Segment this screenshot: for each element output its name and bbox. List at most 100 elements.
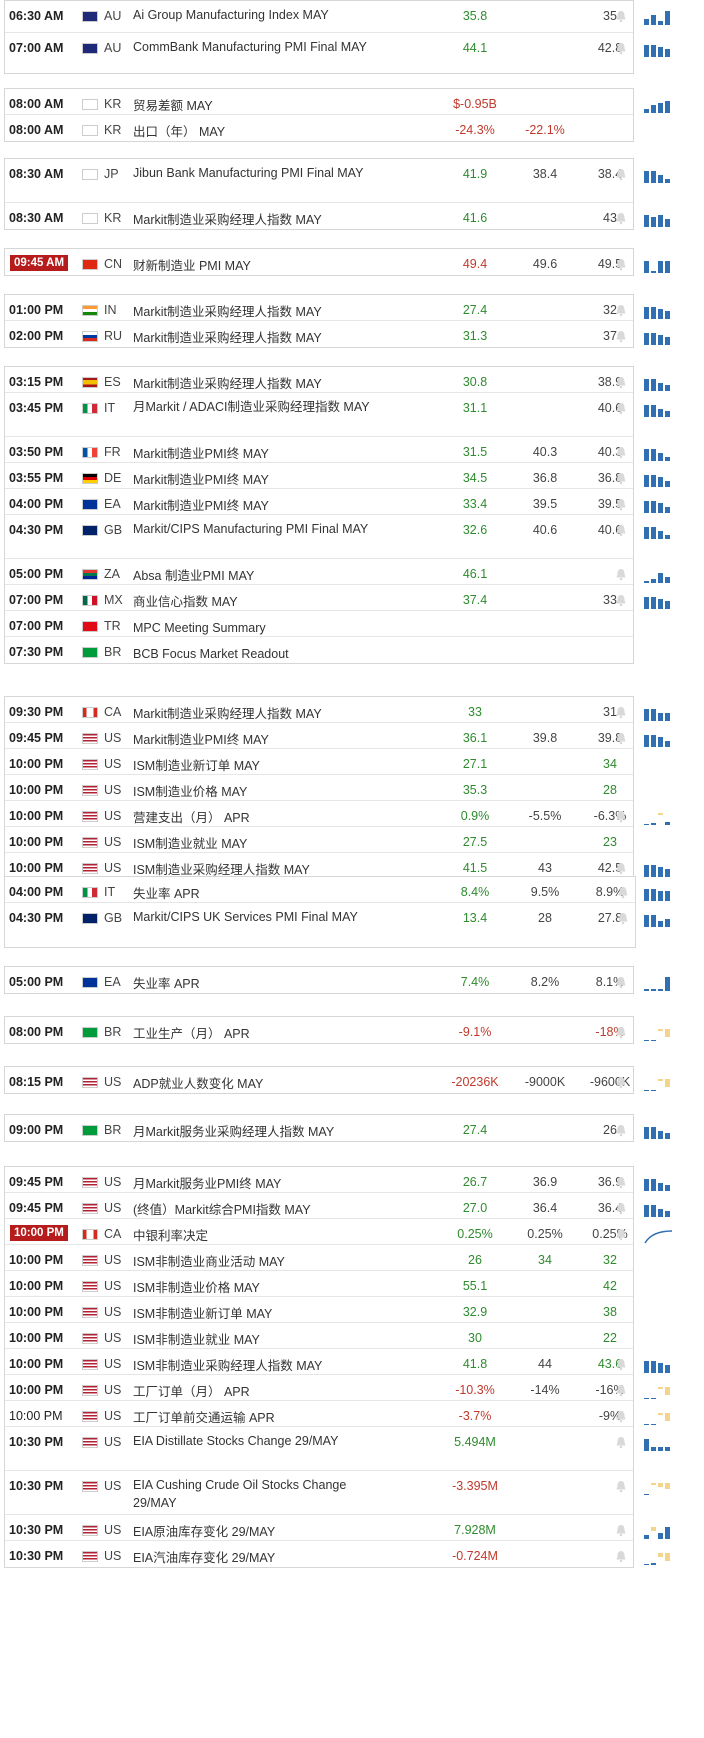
- bell-icon[interactable]: [615, 1384, 627, 1397]
- event-name[interactable]: EIA Cushing Crude Oil Stocks Change 29/M…: [133, 1478, 347, 1510]
- event-row[interactable]: 09:45 PM US (终值）Markit综合PMI指数 MAY 27.0 36.4 3…: [5, 1193, 670, 1219]
- bell-icon[interactable]: [617, 886, 629, 899]
- bell-icon[interactable]: [615, 1176, 627, 1189]
- event-name[interactable]: Ai Group Manufacturing Index MAY: [133, 8, 329, 22]
- history-chart-icon[interactable]: [642, 1307, 674, 1323]
- event-row[interactable]: 10:00 PM US ISM非制造业新订单 MAY 32.9 38: [5, 1297, 633, 1323]
- event-name[interactable]: Jibun Bank Manufacturing PMI Final MAY: [133, 166, 364, 180]
- bell-icon[interactable]: [615, 1480, 627, 1493]
- bell-icon[interactable]: [615, 1524, 627, 1537]
- history-chart-icon[interactable]: [642, 1551, 674, 1567]
- bell-icon[interactable]: [615, 304, 627, 317]
- history-chart-icon[interactable]: [642, 913, 674, 929]
- event-name[interactable]: Markit制造业采购经理人指数 MAY: [133, 331, 322, 345]
- bell-icon[interactable]: [615, 810, 627, 823]
- bell-icon[interactable]: [615, 1202, 627, 1215]
- event-row[interactable]: 10:30 PM US EIA原油库存变化 29/MAY 7.928M: [5, 1515, 670, 1541]
- history-chart-icon[interactable]: [642, 733, 674, 749]
- bell-icon[interactable]: [615, 446, 627, 459]
- event-name[interactable]: 出口（年） MAY: [133, 125, 226, 139]
- event-name[interactable]: Markit/CIPS Manufacturing PMI Final MAY: [133, 522, 369, 536]
- event-row[interactable]: 09:45 PM US Markit制造业PMI终 MAY 36.1 39.8 39.8: [5, 723, 670, 749]
- history-chart-icon[interactable]: [642, 647, 674, 663]
- event-name[interactable]: EIA Distillate Stocks Change 29/MAY: [133, 1434, 339, 1448]
- history-chart-icon[interactable]: [642, 837, 674, 853]
- event-row[interactable]: 03:45 PM IT 月Markit / ADACI制造业采购经理指数 MAY 31…: [5, 393, 670, 437]
- bell-icon[interactable]: [615, 1436, 627, 1449]
- history-chart-icon[interactable]: [642, 377, 674, 393]
- history-chart-icon[interactable]: [642, 1255, 674, 1271]
- history-chart-icon[interactable]: [642, 525, 674, 541]
- event-row[interactable]: 06:30 AM AU Ai Group Manufacturing Index M…: [5, 1, 670, 33]
- history-chart-icon[interactable]: [642, 1359, 674, 1375]
- event-row[interactable]: 01:00 PM IN Markit制造业采购经理人指数 MAY 27.4 32: [5, 295, 670, 321]
- bell-icon[interactable]: [615, 524, 627, 537]
- event-row[interactable]: 04:00 PM EA Markit制造业PMI终 MAY 33.4 39.5 39.5: [5, 489, 670, 515]
- event-row[interactable]: 08:30 AM JP Jibun Bank Manufacturing PMI F…: [5, 159, 670, 203]
- event-name[interactable]: Markit制造业采购经理人指数 MAY: [133, 305, 322, 319]
- history-chart-icon[interactable]: [642, 305, 674, 321]
- event-row[interactable]: 05:00 PM EA 失业率 APR 7.4% 8.2% 8.1%: [5, 967, 670, 993]
- event-row[interactable]: 10:00 PM US 工厂订单前交通运输 APR -3.7% -9%: [5, 1401, 670, 1427]
- history-chart-icon[interactable]: [642, 1077, 674, 1093]
- history-chart-icon[interactable]: [642, 331, 674, 347]
- event-name[interactable]: 失业率 APR: [133, 977, 200, 991]
- history-chart-icon[interactable]: [642, 569, 674, 585]
- event-name[interactable]: 工厂订单前交通运输 APR: [133, 1411, 275, 1425]
- event-row[interactable]: 09:45 PM US 月Markit服务业PMI终 MAY 26.7 36.9 36.9: [5, 1167, 670, 1193]
- event-row[interactable]: 08:30 AM KR Markit制造业采购经理人指数 MAY 41.6 43: [5, 203, 670, 229]
- bell-icon[interactable]: [615, 212, 627, 225]
- bell-icon[interactable]: [615, 568, 627, 581]
- history-chart-icon[interactable]: [642, 785, 674, 801]
- bell-icon[interactable]: [615, 594, 627, 607]
- event-row[interactable]: 05:00 PM ZA Absa 制造业PMI MAY 46.1: [5, 559, 670, 585]
- event-name[interactable]: EIA原油库存变化 29/MAY: [133, 1525, 276, 1539]
- event-row[interactable]: 10:00 PM US ISM制造业采购经理人指数 MAY 41.5 43 42.5: [5, 853, 670, 879]
- history-chart-icon[interactable]: [642, 473, 674, 489]
- event-row[interactable]: 04:00 PM IT 失业率 APR 8.4% 9.5% 8.9%: [5, 877, 670, 903]
- event-row[interactable]: 07:00 PM TR MPC Meeting Summary: [5, 611, 633, 637]
- event-row[interactable]: 04:30 PM GB Markit/CIPS UK Services PMI Fi…: [5, 903, 670, 947]
- event-row[interactable]: 10:30 PM US EIA Distillate Stocks Change 2…: [5, 1427, 670, 1471]
- event-name[interactable]: EIA汽油库存变化 29/MAY: [133, 1551, 276, 1565]
- history-chart-icon[interactable]: [642, 259, 674, 275]
- event-name[interactable]: ISM制造业价格 MAY: [133, 785, 248, 799]
- history-chart-icon[interactable]: [642, 759, 674, 775]
- event-name[interactable]: 工业生产（月） APR: [133, 1027, 250, 1041]
- event-name[interactable]: ISM非制造业采购经理人指数 MAY: [133, 1359, 323, 1373]
- event-row[interactable]: 10:30 PM US EIA Cushing Crude Oil Stocks C…: [5, 1471, 670, 1515]
- event-row[interactable]: 10:00 PM US ISM非制造业商业活动 MAY 26 34 32: [5, 1245, 633, 1271]
- event-name[interactable]: Absa 制造业PMI MAY: [133, 569, 255, 583]
- event-name[interactable]: Markit制造业PMI终 MAY: [133, 499, 269, 513]
- event-row[interactable]: 02:00 PM RU Markit制造业采购经理人指数 MAY 31.3 37: [5, 321, 670, 347]
- history-chart-icon[interactable]: [642, 1203, 674, 1219]
- event-name[interactable]: 月Markit / ADACI制造业采购经理指数 MAY: [133, 400, 370, 414]
- event-name[interactable]: Markit制造业PMI终 MAY: [133, 473, 269, 487]
- history-chart-icon[interactable]: [642, 811, 674, 827]
- event-name[interactable]: CommBank Manufacturing PMI Final MAY: [133, 40, 367, 54]
- history-chart-icon[interactable]: [642, 977, 674, 993]
- event-name[interactable]: ISM非制造业商业活动 MAY: [133, 1255, 285, 1269]
- event-row[interactable]: 08:00 AM KR 出口（年） MAY -24.3% -22.1%: [5, 115, 633, 141]
- event-name[interactable]: (终值）Markit综合PMI指数 MAY: [133, 1203, 311, 1217]
- event-row[interactable]: 04:30 PM GB Markit/CIPS Manufacturing PMI …: [5, 515, 670, 559]
- event-row[interactable]: 10:00 PM US ISM制造业价格 MAY 35.3 28: [5, 775, 633, 801]
- history-chart-icon[interactable]: [642, 1437, 674, 1453]
- history-chart-icon[interactable]: [642, 1177, 674, 1193]
- event-name[interactable]: 贸易差额 MAY: [133, 99, 213, 113]
- event-name[interactable]: Markit/CIPS UK Services PMI Final MAY: [133, 910, 358, 924]
- event-row[interactable]: 10:00 PM US ISM非制造业就业 MAY 30 22: [5, 1323, 633, 1349]
- bell-icon[interactable]: [615, 10, 627, 23]
- bell-icon[interactable]: [615, 498, 627, 511]
- history-chart-icon[interactable]: [642, 125, 674, 141]
- event-row[interactable]: 10:00 PM US 营建支出（月） APR 0.9% -5.5% -6.3%: [5, 801, 670, 827]
- bell-icon[interactable]: [615, 706, 627, 719]
- event-name[interactable]: ISM制造业新订单 MAY: [133, 759, 260, 773]
- event-row[interactable]: 07:00 AM AU CommBank Manufacturing PMI Fin…: [5, 33, 670, 73]
- event-name[interactable]: 财新制造业 PMI MAY: [133, 259, 251, 273]
- history-chart-icon[interactable]: [642, 99, 674, 115]
- history-chart-icon[interactable]: [642, 1525, 674, 1541]
- history-chart-icon[interactable]: [642, 595, 674, 611]
- bell-icon[interactable]: [615, 1358, 627, 1371]
- history-chart-icon[interactable]: [642, 499, 674, 515]
